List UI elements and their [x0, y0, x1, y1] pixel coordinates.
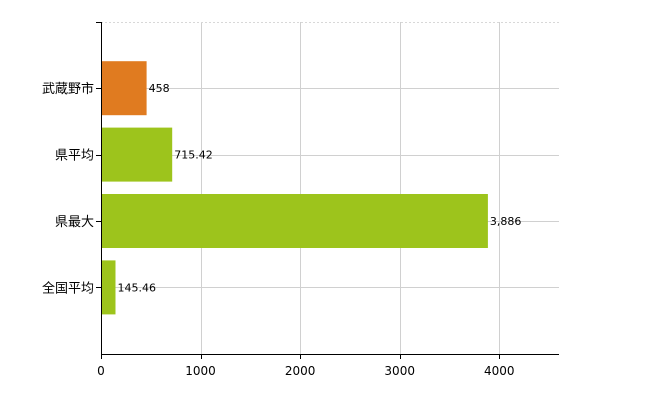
x-tick-label: 3000 [384, 364, 415, 378]
bar [102, 260, 116, 315]
data-label: 458 [149, 82, 170, 95]
category-label: 県最大 [55, 215, 94, 230]
x-tick-label: 1000 [185, 364, 216, 378]
bar [102, 194, 488, 248]
bar [102, 127, 173, 182]
x-tick-label: 0 [97, 364, 105, 378]
bar [102, 61, 147, 116]
x-tick-label: 4000 [484, 364, 515, 378]
category-label: 全国平均 [42, 280, 94, 296]
category-label: 武蔵野市 [42, 81, 94, 97]
data-label: 3,886 [490, 215, 521, 228]
data-label: 145.46 [117, 281, 156, 294]
data-label: 715.42 [174, 149, 213, 162]
category-label: 県平均 [55, 149, 94, 164]
x-tick-label: 2000 [285, 364, 316, 378]
